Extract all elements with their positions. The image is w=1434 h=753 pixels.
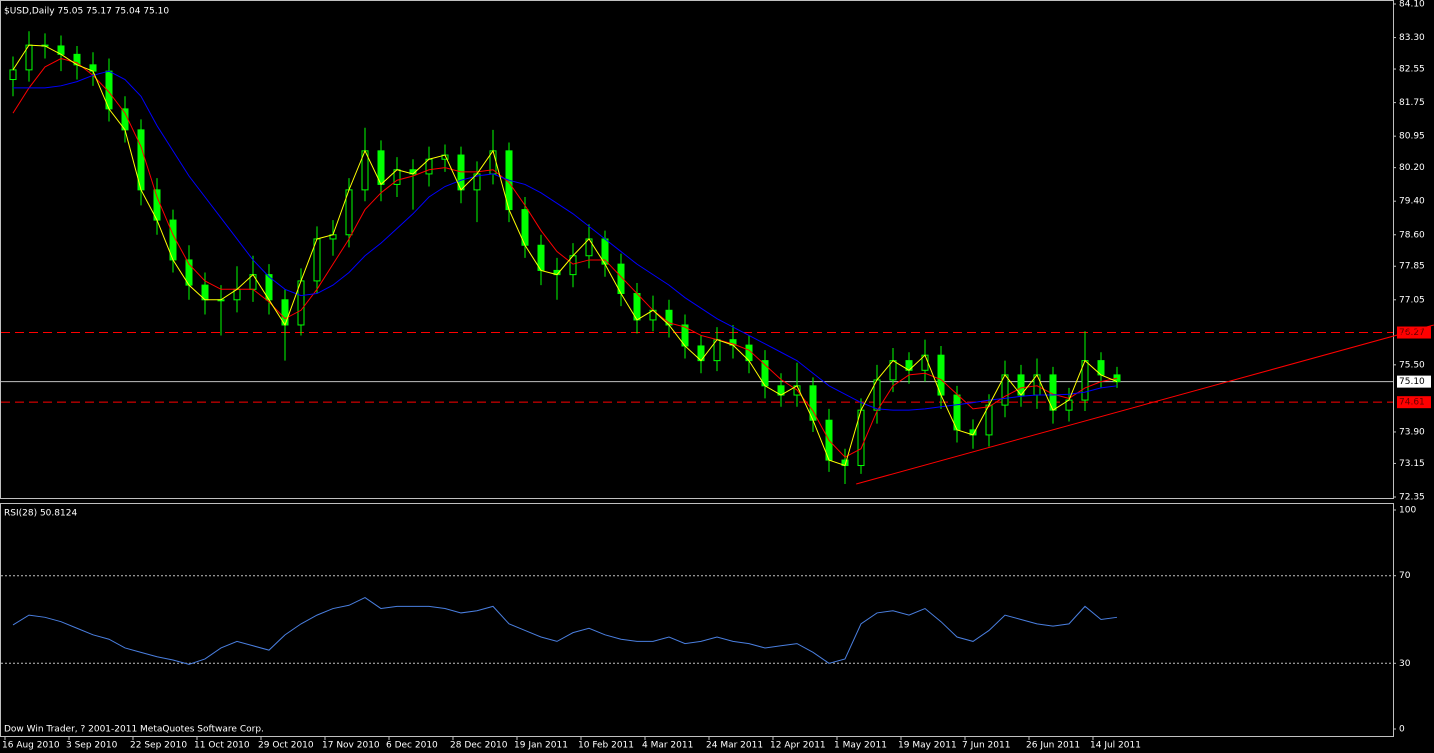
x-tick-label: 29 Oct 2010: [258, 741, 314, 751]
y-tick-label: 80.95: [1399, 132, 1425, 142]
rsi-panel: [0, 503, 1394, 737]
x-tick-label: 19 Jan 2011: [514, 741, 568, 751]
rsi-line: [12, 597, 1118, 665]
y-tick-label: 30: [1399, 659, 1411, 669]
y-tick-label: 83.30: [1399, 33, 1425, 43]
footer: Dow Win Trader, ? 2001-2011 MetaQuotes S…: [4, 725, 264, 735]
close-line: [12, 44, 1118, 467]
x-tick-label: 1 May 2011: [834, 741, 887, 751]
y-tick-label: 84.10: [1399, 0, 1425, 10]
x-tick-label: 3 Sep 2010: [66, 741, 118, 751]
y-tick-label: 80.20: [1399, 163, 1425, 173]
x-tick-label: 6 Dec 2010: [386, 741, 438, 751]
y-tick-label: 82.55: [1399, 65, 1425, 75]
y-tick-label: 81.75: [1399, 98, 1425, 108]
x-tick-label: 12 Apr 2011: [770, 741, 826, 751]
level-label: 75.10: [1399, 377, 1425, 387]
rsi-title: RSI(28) 50.8124: [4, 509, 77, 519]
x-tick-label: 17 Nov 2010: [322, 741, 380, 751]
level-label: 74.61: [1399, 398, 1425, 408]
x-tick-label: 11 Oct 2010: [194, 741, 250, 751]
x-tick-label: 24 Mar 2011: [706, 741, 763, 751]
x-tick-label: 28 Dec 2010: [450, 741, 508, 751]
level-label-box: [1397, 396, 1431, 409]
y-tick-label: 72.35: [1399, 493, 1425, 503]
x-tick-label: 26 Jun 2011: [1026, 741, 1080, 751]
y-tick-label: 77.85: [1399, 262, 1425, 272]
x-tick-label: 14 Jul 2011: [1090, 741, 1141, 751]
level-label: 76.27: [1399, 328, 1425, 338]
price-panel: [0, 0, 1394, 499]
y-tick-label: 100: [1399, 506, 1416, 516]
moving-average: [13, 70, 1118, 411]
x-tick-label: 10 Feb 2011: [578, 741, 634, 751]
level-label-box: [1397, 326, 1431, 339]
candle-body: [9, 69, 17, 81]
x-tick-label: 19 May 2011: [898, 741, 957, 751]
y-tick-label: 0: [1399, 725, 1405, 735]
y-tick-label: 79.40: [1399, 197, 1425, 207]
y-tick-label: 78.60: [1399, 230, 1425, 240]
x-tick-label: 22 Sep 2010: [130, 741, 187, 751]
y-tick-label: 77.05: [1399, 295, 1425, 305]
y-tick-label: 75.50: [1399, 360, 1425, 370]
y-tick-label: 73.15: [1399, 459, 1425, 469]
y-tick-label: 73.90: [1399, 427, 1425, 437]
x-tick-label: 16 Aug 2010: [2, 741, 60, 751]
chart-title: $USD,Daily 75.05 75.17 75.04 75.10: [4, 7, 169, 17]
x-tick-label: 4 Mar 2011: [642, 741, 693, 751]
trendline: [856, 324, 1434, 485]
x-tick-label: 7 Jun 2011: [962, 741, 1010, 751]
level-label-box: [1397, 375, 1431, 388]
y-tick-label: 70: [1399, 571, 1411, 581]
